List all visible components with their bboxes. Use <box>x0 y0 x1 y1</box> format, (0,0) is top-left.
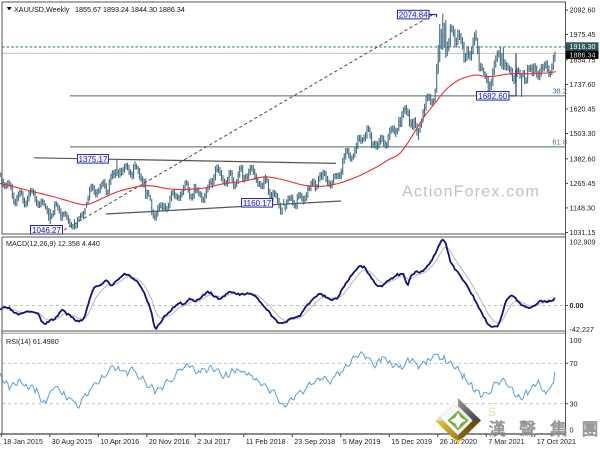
svg-text:15 Dec 2019: 15 Dec 2019 <box>391 437 432 446</box>
svg-text:1855.67 1893.24 1844.30 1886.3: 1855.67 1893.24 1844.30 1886.34 <box>75 5 185 14</box>
svg-text:1503.30: 1503.30 <box>570 129 596 138</box>
svg-text:10 Apr 2016: 10 Apr 2016 <box>100 437 139 446</box>
svg-text:17 Oct 2021: 17 Oct 2021 <box>537 437 576 446</box>
svg-text:漢: 漢 <box>489 419 507 439</box>
svg-text:1265.45: 1265.45 <box>570 179 596 188</box>
svg-text:61.8: 61.8 <box>552 138 567 147</box>
svg-text:30 Aug 2015: 30 Aug 2015 <box>52 437 92 446</box>
svg-text:1375.17: 1375.17 <box>79 155 108 164</box>
svg-text:7 Mar 2021: 7 Mar 2021 <box>488 437 524 446</box>
svg-text:1854.75: 1854.75 <box>570 55 596 64</box>
svg-text:11 Feb 2018: 11 Feb 2018 <box>246 437 286 446</box>
svg-text:1046.27: 1046.27 <box>32 226 61 235</box>
svg-text:1382.60: 1382.60 <box>570 154 596 163</box>
svg-text:集: 集 <box>549 419 568 439</box>
svg-text:18 Jan 2015: 18 Jan 2015 <box>3 437 43 446</box>
svg-text:RSI(14) 61.4980: RSI(14) 61.4980 <box>6 337 59 346</box>
svg-text:30: 30 <box>570 399 578 408</box>
svg-text:2074.84: 2074.84 <box>399 11 428 20</box>
svg-text:MACD(12,26,9) 12.358 4.440: MACD(12,26,9) 12.358 4.440 <box>6 239 100 248</box>
svg-text:-42.227: -42.227 <box>570 325 594 334</box>
svg-text:1682.60: 1682.60 <box>478 92 507 101</box>
svg-text:團: 團 <box>582 420 599 439</box>
svg-text:5 May 2019: 5 May 2019 <box>343 437 381 446</box>
svg-text:1148.30: 1148.30 <box>570 204 595 213</box>
svg-text:1737.60: 1737.60 <box>570 80 596 89</box>
svg-text:1916.30: 1916.30 <box>570 42 596 51</box>
svg-text:2 Jul 2017: 2 Jul 2017 <box>197 437 230 446</box>
svg-text:70: 70 <box>570 359 578 368</box>
svg-text:0: 0 <box>570 426 574 435</box>
svg-text:102.909: 102.909 <box>570 237 596 246</box>
svg-text:XAUUSD,Weekly: XAUUSD,Weekly <box>14 5 70 14</box>
svg-text:2092.60: 2092.60 <box>570 6 596 15</box>
svg-text:1886.34: 1886.34 <box>570 50 596 59</box>
svg-text:100: 100 <box>570 336 582 345</box>
svg-text:聲: 聲 <box>519 419 536 439</box>
svg-text:23 Sep 2018: 23 Sep 2018 <box>294 437 335 446</box>
svg-text:1031.15: 1031.15 <box>570 228 596 237</box>
svg-text:ActionForex.com: ActionForex.com <box>402 184 540 201</box>
svg-text:0.00: 0.00 <box>570 301 584 310</box>
svg-text:38.2: 38.2 <box>552 87 567 96</box>
svg-text:1620.45: 1620.45 <box>570 105 596 114</box>
svg-text:S: S <box>488 405 496 419</box>
svg-text:20 Nov 2016: 20 Nov 2016 <box>149 437 190 446</box>
svg-text:1160.17: 1160.17 <box>243 199 272 208</box>
svg-text:1975.45: 1975.45 <box>570 30 596 39</box>
